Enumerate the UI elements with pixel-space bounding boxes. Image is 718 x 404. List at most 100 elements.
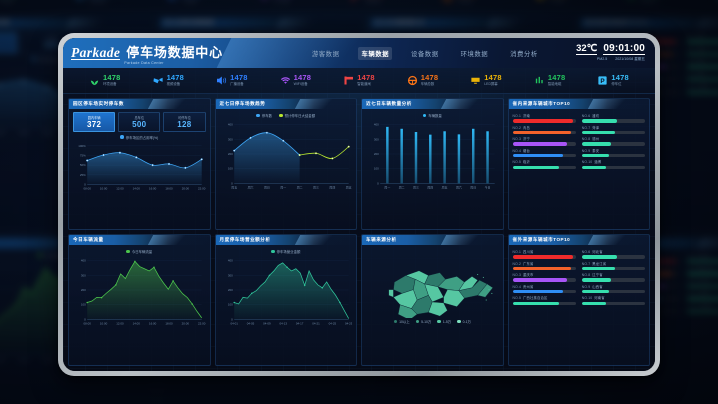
rank-item-4[interactable]: NO.7 黑龙江省 [581,261,645,271]
legend-swatch [393,319,398,324]
rank-label: NO.9 山西省 [581,284,603,289]
nav-item-2[interactable]: 设备数据 [411,50,439,58]
svg-text:周五: 周五 [442,185,448,190]
legend-swatch [437,319,441,324]
svg-text:周三: 周三 [313,185,319,190]
app-title-en: Parkade Data Center [124,60,164,65]
stat-value: 372 [86,119,102,129]
rank-item-8[interactable]: NO.9 泰安 [581,148,645,158]
app-header: Parkade 停车场数据中心 Parkade Data Center 游客数据… [63,38,655,68]
rank-item-5[interactable]: NO.3 济宁 [512,136,576,146]
svg-text:300: 300 [227,273,232,277]
origin-choropleth-map [388,270,494,319]
rank-bar-track [686,90,718,94]
rank-item-6[interactable]: NO.8 德州 [581,136,645,146]
nav-item-4[interactable]: 消费分析 [510,50,538,58]
rank-label: NO.7 菏泽 [686,46,706,52]
svg-text:16:00: 16:00 [149,186,157,190]
rank-bar-track [686,77,718,82]
kpi-value: 1478 [357,73,375,83]
rank-item-4[interactable]: NO.7 菏泽 [581,125,645,135]
svg-text:04-01: 04-01 [230,322,238,326]
kpi-label: 停车位 [611,82,622,87]
parking-icon: P [597,75,608,86]
rank-bar-track [686,297,718,301]
occupancy-line-chart: 0 25% 50% 75% 100% 08:00 10:00 12:00 14:00 16:00 1… [78,143,205,190]
svg-text:100: 100 [374,167,379,171]
rank-item-6[interactable]: NO.8 辽宁省 [581,272,645,282]
stat-box-2[interactable]: 可停车位 128 [163,112,206,132]
legend-swatch [37,253,42,258]
rank-bar-track [581,289,645,294]
stat-box-0[interactable]: 园内车辆 372 [73,112,116,132]
svg-text:04-21: 04-21 [312,322,320,326]
camera-icon [153,75,164,86]
legend-item-0[interactable]: 10以上 [393,319,410,324]
rank-bar-fill [686,284,718,289]
svg-text:300: 300 [374,137,379,141]
legend-label: 停车场营业金额 [276,250,301,254]
rank-item-2[interactable]: NO.6 河北省 [581,249,645,259]
legend-item-0[interactable]: 停车场营业金额 [271,249,300,254]
signal-icon [626,0,638,4]
kpi-label: 视频设备 [166,82,181,87]
svg-text:P: P [601,78,606,85]
rank-bar-fill [512,301,560,305]
legend-item-1[interactable]: 预计停车日大结金额 [279,113,315,118]
rank-item-2[interactable]: NO.6 潍坊 [581,113,645,123]
rank-item-7[interactable]: NO.4 贵州省 [512,284,576,294]
rank-item-7[interactable]: NO.4 烟台 [512,148,576,158]
clock-readout: 09:01:00 [603,43,645,56]
rank-bar-track [512,278,576,282]
rank-item-9[interactable]: NO.5 广西壮族自治区 [512,295,576,305]
chart-legend: 今日车辆流量 [73,248,206,255]
camera-icon [75,0,87,4]
legend-item-1[interactable]: 5-10万 [415,319,431,324]
svg-text:100: 100 [227,303,232,307]
legend-swatch [120,135,124,139]
legend-item-0[interactable]: 停车场区的占用率(%) [120,135,158,140]
rank-item-3[interactable]: NO.2 广东省 [512,261,576,271]
legend-item-3[interactable]: 0-1万 [457,319,471,324]
rank-label: NO.9 泰安 [686,71,706,77]
legend-item-2[interactable]: 1-5万 [437,319,451,324]
nav-item-1[interactable]: 车辆数据 [358,46,393,60]
nav-item-0[interactable]: 游客数据 [311,50,340,58]
legend-item-0[interactable]: 车辆数量 [422,113,442,118]
date-label: 2021/10/08 星期五 [615,56,645,61]
kpi-value: 1478 [547,73,566,83]
svg-text:0: 0 [84,317,86,321]
stat-box-1[interactable]: 总车位 500 [118,112,161,132]
rank-bar-track [512,289,576,294]
svg-text:12:00: 12:00 [18,130,29,135]
rank-item-8: NO.9 山西省 [686,290,718,301]
rank-item-5[interactable]: NO.3 重庆市 [512,272,576,282]
rank-item-8[interactable]: NO.9 山西省 [581,284,645,294]
nav-item-3[interactable]: 环境数据 [460,50,489,58]
rank-item-9[interactable]: NO.5 临沂 [512,159,576,169]
svg-text:0: 0 [231,317,233,321]
svg-text:10:00: 10:00 [100,186,108,190]
main-nav[interactable]: 游客数据 车辆数据 设备数据 环境数据 消费分析 [309,46,541,60]
rank-bar-track [512,119,576,123]
legend-item-0[interactable]: 停车数 [256,113,272,118]
rank-bar-track [686,64,718,69]
svg-text:75%: 75% [80,153,86,157]
svg-text:04-05: 04-05 [246,322,254,326]
rank-label: NO.8 辽宁省 [581,273,603,278]
rank-item-3[interactable]: NO.2 青岛 [512,125,576,135]
rank-item-10[interactable]: NO.10 河南省 [581,295,645,305]
rank-bar-fill [581,255,618,259]
legend-item-0[interactable]: 今日车辆流量 [126,249,152,254]
rank-bar-fill [686,52,718,57]
rank-item-1[interactable]: NO.1 济南 [512,113,576,123]
rank-item-10[interactable]: NO.10 淄博 [581,159,645,169]
rank-item-1[interactable]: NO.1 四川省 [512,249,576,259]
kpi-value: 1478 [293,73,312,83]
